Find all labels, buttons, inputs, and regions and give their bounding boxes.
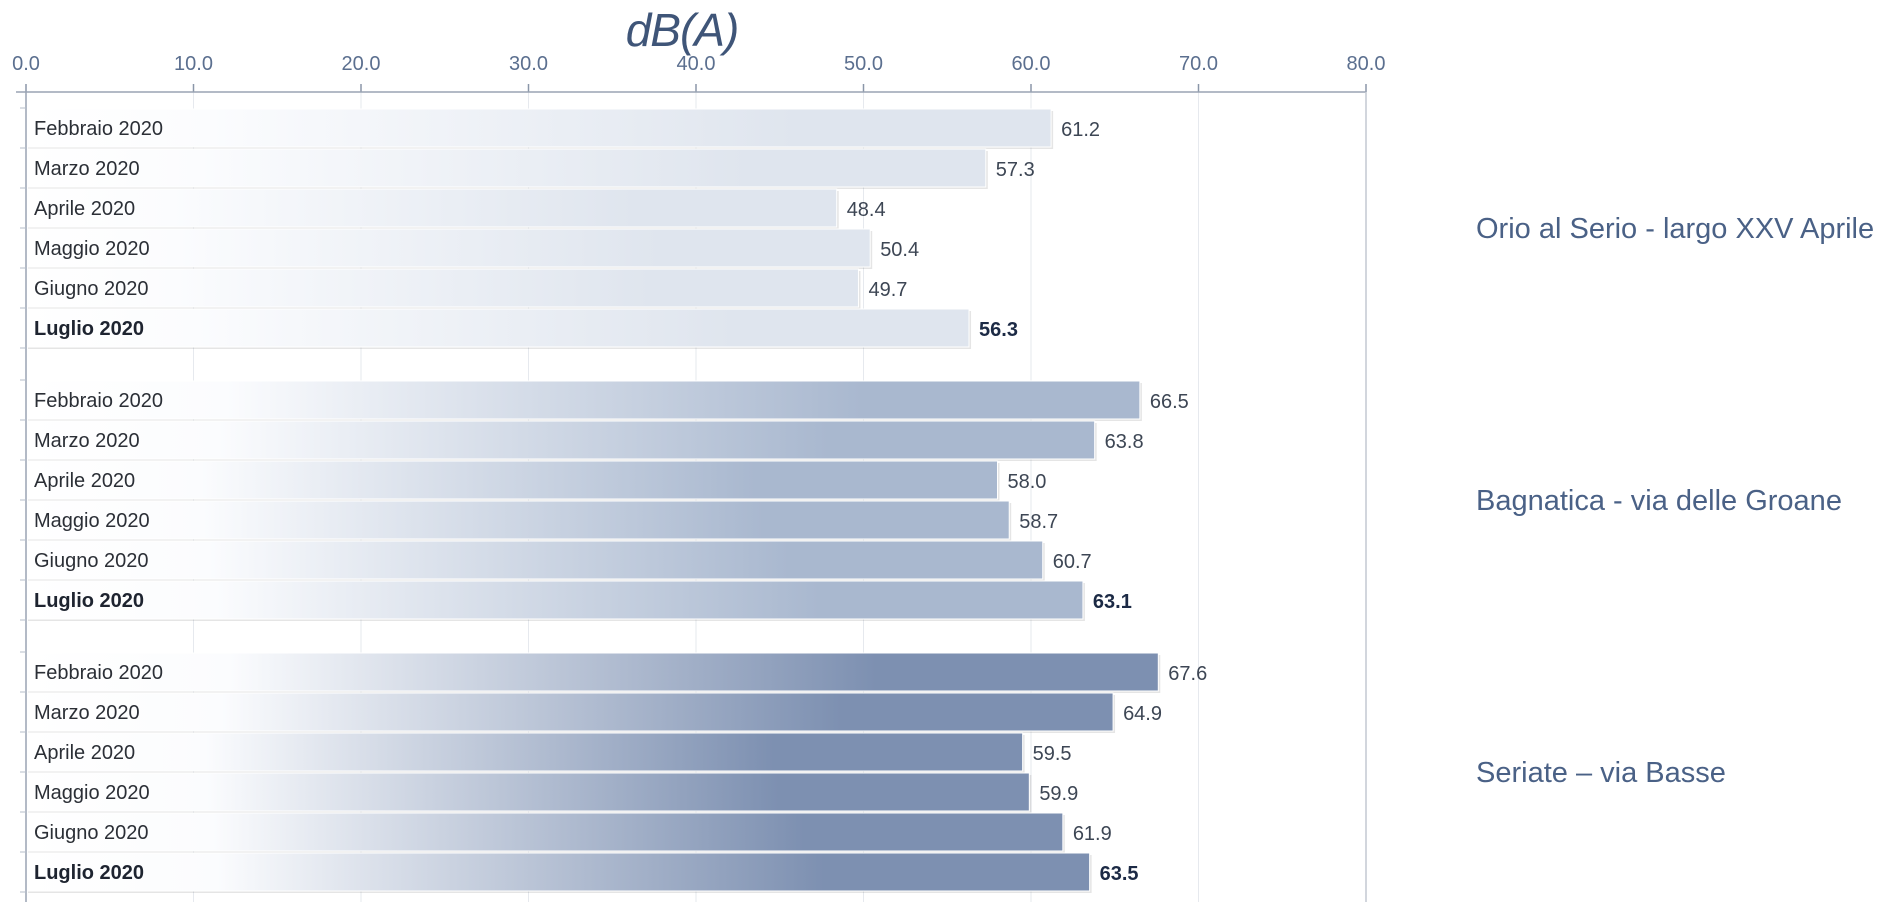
x-tick-label: 40.0 (677, 53, 716, 75)
bar (25, 308, 970, 348)
category-label: Marzo 2020 (34, 430, 140, 452)
category-label: Maggio 2020 (34, 238, 150, 260)
bar (25, 268, 859, 308)
category-label: Febbraio 2020 (34, 118, 163, 140)
x-tick-label: 20.0 (342, 53, 381, 75)
value-label: 48.4 (847, 199, 886, 221)
category-label: Aprile 2020 (34, 198, 135, 220)
value-label: 63.1 (1093, 591, 1132, 613)
category-label: Aprile 2020 (34, 470, 135, 492)
bar (25, 692, 1114, 732)
category-label: Maggio 2020 (34, 782, 150, 804)
x-tick-label: 30.0 (509, 53, 548, 75)
bar (25, 500, 1010, 540)
bar (25, 108, 1052, 148)
bar (25, 812, 1064, 852)
bar (25, 772, 1030, 812)
value-label: 59.9 (1039, 783, 1078, 805)
value-label: 59.5 (1033, 743, 1072, 765)
value-label: 57.3 (996, 159, 1035, 181)
category-label: Marzo 2020 (34, 158, 140, 180)
value-label: 64.9 (1123, 703, 1162, 725)
bar (25, 228, 871, 268)
bar (25, 380, 1141, 420)
category-label: Giugno 2020 (34, 278, 149, 300)
value-label: 50.4 (880, 239, 919, 261)
bar (25, 148, 987, 188)
value-label: 56.3 (979, 319, 1018, 341)
x-tick-label: 50.0 (844, 53, 883, 75)
value-label: 63.5 (1100, 863, 1139, 885)
value-label: 63.8 (1105, 431, 1144, 453)
bar (25, 540, 1044, 580)
value-label: 58.7 (1019, 511, 1058, 533)
value-label: 67.6 (1168, 663, 1207, 685)
x-axis-unit-label: dB(A) (626, 4, 739, 56)
category-label: Luglio 2020 (34, 862, 144, 884)
category-label: Febbraio 2020 (34, 662, 163, 684)
x-tick-label: 70.0 (1179, 53, 1218, 75)
x-tick-label: 0.0 (12, 53, 40, 75)
category-label: Marzo 2020 (34, 702, 140, 724)
value-label: 58.0 (1008, 471, 1047, 493)
series-label: Seriate – via Basse (1476, 757, 1726, 789)
bar (25, 188, 838, 228)
bar (25, 732, 1024, 772)
category-label: Luglio 2020 (34, 318, 144, 340)
series-label: Bagnatica - via delle Groane (1476, 485, 1842, 517)
value-label: 61.2 (1061, 119, 1100, 141)
bar (25, 420, 1096, 460)
category-label: Aprile 2020 (34, 742, 135, 764)
bar (25, 652, 1159, 692)
value-label: 49.7 (868, 279, 907, 301)
category-label: Giugno 2020 (34, 822, 149, 844)
series-label: Orio al Serio - largo XXV Aprile (1476, 213, 1874, 245)
bar (25, 460, 998, 500)
bar (25, 852, 1091, 892)
x-tick-label: 10.0 (174, 53, 213, 75)
value-label: 61.9 (1073, 823, 1112, 845)
category-label: Maggio 2020 (34, 510, 150, 532)
x-tick-label: 80.0 (1347, 53, 1386, 75)
value-label: 66.5 (1150, 391, 1189, 413)
category-label: Luglio 2020 (34, 590, 144, 612)
x-tick-label: 60.0 (1012, 53, 1051, 75)
category-label: Giugno 2020 (34, 550, 149, 572)
bar (25, 580, 1084, 620)
value-label: 60.7 (1053, 551, 1092, 573)
category-label: Febbraio 2020 (34, 390, 163, 412)
